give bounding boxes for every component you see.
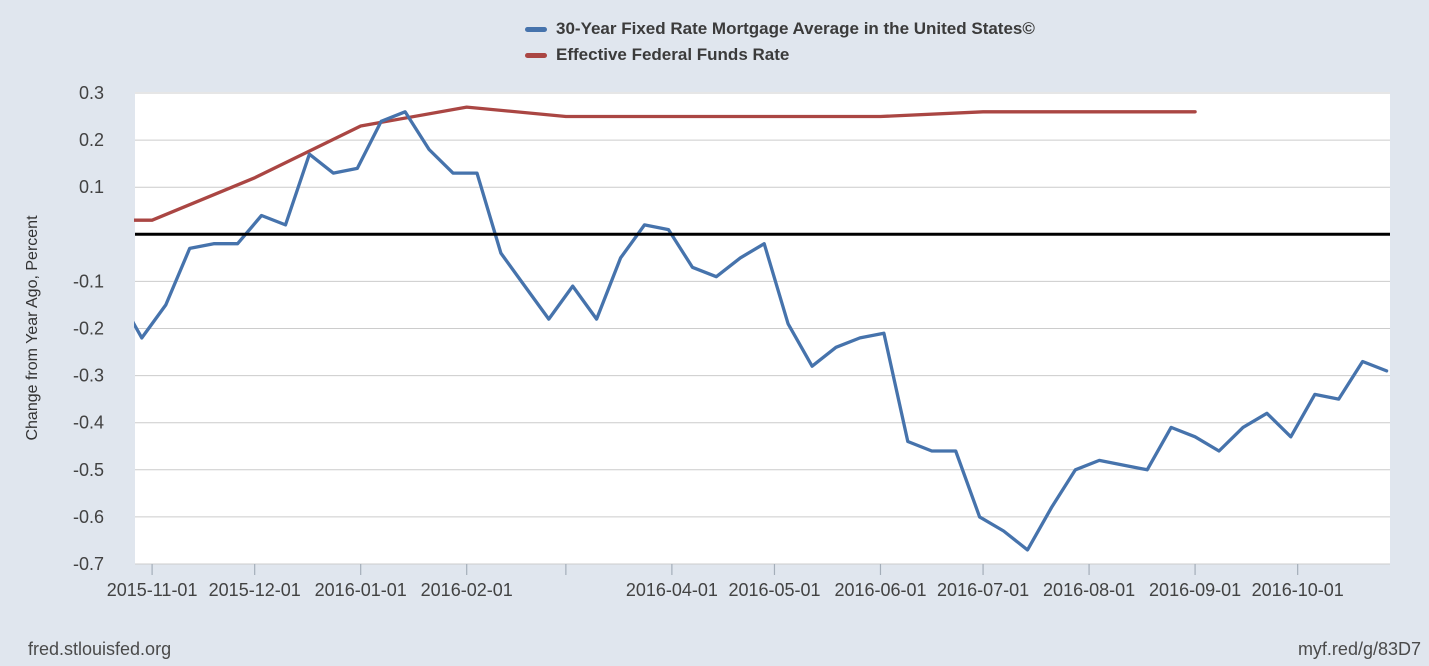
y-tick-label: -0.4 (73, 413, 104, 433)
mortgage-30yr-line (134, 110, 1389, 552)
x-tick-label: 2016-02-01 (421, 580, 513, 600)
y-tick-label: 0.1 (79, 177, 104, 197)
y-tick-label: -0.5 (73, 460, 104, 480)
y-tick-label: -0.7 (73, 554, 104, 574)
graph-short-url-link[interactable]: myf.red/g/83D7 (1297, 639, 1421, 659)
x-tick-label: 2016-05-01 (728, 580, 820, 600)
x-tick-label: 2015-12-01 (209, 580, 301, 600)
legend-item-fedfunds: Effective Federal Funds Rate (525, 42, 1035, 68)
y-tick-label: 0.2 (79, 130, 104, 150)
x-tick-label: 2016-06-01 (834, 580, 926, 600)
fed-funds-line (134, 105, 1197, 222)
legend-item-mortgage: 30-Year Fixed Rate Mortgage Average in t… (525, 16, 1035, 42)
x-tick-label: 2016-09-01 (1149, 580, 1241, 600)
y-tick-label: -0.1 (73, 271, 104, 291)
fred-source-link[interactable]: fred.stlouisfed.org (28, 639, 172, 659)
x-tick-label: 2016-07-01 (937, 580, 1029, 600)
y-tick-label: -0.3 (73, 366, 104, 386)
chart-legend: 30-Year Fixed Rate Mortgage Average in t… (525, 16, 1035, 68)
fedfunds-series-swatch (525, 52, 547, 58)
x-tick-label: 2016-10-01 (1252, 580, 1344, 600)
x-tick-label: 2016-01-01 (315, 580, 407, 600)
mortgage-series-swatch (525, 26, 547, 32)
y-axis-title: Change from Year Ago, Percent (24, 215, 41, 441)
fedfunds-series-label: Effective Federal Funds Rate (556, 45, 790, 64)
x-tick-label: 2016-08-01 (1043, 580, 1135, 600)
x-tick-label: 2016-04-01 (626, 580, 718, 600)
y-tick-label: 0.3 (79, 83, 104, 103)
x-tick-label: 2015-11-01 (107, 580, 198, 600)
y-tick-label: -0.2 (73, 319, 104, 339)
mortgage-series-label: 30-Year Fixed Rate Mortgage Average in t… (556, 19, 1035, 38)
y-tick-label: -0.6 (73, 507, 104, 527)
